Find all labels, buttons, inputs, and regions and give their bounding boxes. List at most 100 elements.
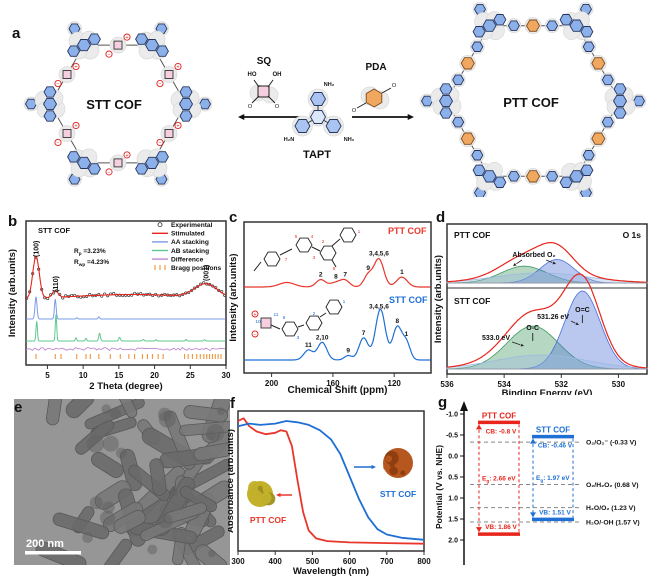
legend-label: AA stacking xyxy=(171,239,209,246)
nmr-peak-label: 9 xyxy=(366,265,370,272)
y-axis-title: Intensity (arb.units) xyxy=(434,255,444,343)
arrow-line xyxy=(511,341,521,346)
hexagon-ring xyxy=(580,164,594,176)
minus-charge: − xyxy=(57,82,60,88)
hexagon-ring xyxy=(452,116,465,128)
hexagon-ring xyxy=(305,315,323,331)
plot-frame xyxy=(237,410,425,552)
arrow-head xyxy=(276,492,281,498)
pda-label: PDA xyxy=(365,62,386,73)
xrd-chart-svg: 5 10 15 20 25 30 2 Theta (degree) Intensity (ar… xyxy=(7,220,231,392)
h2n-label: H₂N xyxy=(284,137,294,143)
hexagon-ring xyxy=(472,26,486,38)
hexagon-ring xyxy=(439,107,453,119)
atom-number: 6 xyxy=(283,315,286,321)
absorbance-curve-ptt xyxy=(237,417,425,545)
plus-charge: + xyxy=(176,123,179,129)
stt-cof-label: STT COF xyxy=(389,295,428,305)
tem-texture xyxy=(109,408,121,420)
ptt-powder-photo xyxy=(247,481,276,507)
hexagon-ring xyxy=(309,92,327,106)
ptt-cof-label: PTT COF xyxy=(388,226,427,236)
o1s-label: O 1s xyxy=(623,230,642,240)
energy-diagram-svg: -1.0 -0.5 0.0 0.5 1.0 1.5 2.0 Potential (V vs. … xyxy=(434,401,640,565)
o-label: O xyxy=(248,104,253,110)
atom-number: 1 xyxy=(358,229,361,235)
nmr-peak-label: 11 xyxy=(305,342,312,349)
x-tick-label: 534 xyxy=(497,380,511,389)
x-tick-label: 300 xyxy=(231,557,245,566)
tem-image-svg: 200 nm xyxy=(14,399,230,565)
x-axis-title: Binding Energy (eV) xyxy=(502,388,593,395)
hexagon-ring xyxy=(612,94,628,108)
tem-rod xyxy=(65,399,95,419)
tem-texture xyxy=(99,510,116,526)
tapt-molecule: NH₂ H₂N NH₂ TAPT xyxy=(284,82,355,161)
plus-charge: + xyxy=(254,312,257,318)
x-tick-label: 500 xyxy=(306,557,320,566)
y-tick-label: 2.0 xyxy=(448,538,458,545)
tem-texture xyxy=(89,496,103,510)
legend-label: Stimulated xyxy=(171,231,205,238)
atom-number: 11 xyxy=(274,312,279,318)
hexagon-ring xyxy=(525,170,541,183)
nmr-peak-label: 1 xyxy=(400,269,404,276)
panel-label-a: a xyxy=(12,25,21,42)
tem-rod xyxy=(149,458,167,496)
nmr-peak-label: 3,4,5,6 xyxy=(369,251,389,258)
x-tick-label: 10 xyxy=(79,371,88,380)
atom-number: 7 xyxy=(285,257,288,263)
legend-label: Experimental xyxy=(171,222,213,229)
ptt-cof-label: PTT COF xyxy=(250,515,286,525)
redox-reference-label: H₂O/·OH (1.57 V) xyxy=(586,519,640,526)
hexagon-ring xyxy=(339,227,357,243)
hkl-label: (001) xyxy=(204,265,211,281)
hexagon-ring xyxy=(420,95,434,107)
tem-texture xyxy=(102,435,119,452)
hexagon-ring xyxy=(144,156,160,169)
cb-value-label: CB: -0.8 V xyxy=(486,428,517,435)
y-axis-title: Intensity (arb.units) xyxy=(7,249,18,337)
hexagon-ring xyxy=(155,45,169,57)
atom-number: 4 xyxy=(311,234,314,240)
hexagon-ring xyxy=(319,245,337,261)
absorbance-curve-stt xyxy=(237,420,425,541)
down-arrow xyxy=(530,512,536,518)
nh2-label: NH₂ xyxy=(344,137,355,143)
tem-rod xyxy=(52,512,110,540)
tem-texture xyxy=(157,513,173,529)
nmr-peak-label: 3,4,5,6 xyxy=(369,304,389,311)
hexagon-ring xyxy=(507,171,520,182)
green-peak-ev-label: 533.0 eV xyxy=(482,335,510,342)
hexagon-ring xyxy=(87,163,101,175)
hexagon-ring xyxy=(43,86,57,98)
nmr-peak-label: 1 xyxy=(405,331,409,338)
hexagon-ring xyxy=(438,94,454,108)
atom-number: 2 xyxy=(313,311,316,317)
plus-charge: + xyxy=(74,123,77,129)
panel-f-uvvis: 300 400 500 600 700 800 Wavelength (nm) Absorba… xyxy=(228,395,438,579)
hexagon-ring xyxy=(295,237,313,253)
nmr-peak-label: 2,10 xyxy=(316,334,329,341)
hexagon-ring xyxy=(580,26,594,38)
tem-texture xyxy=(208,549,216,558)
stt-cof-label: STT COF xyxy=(86,97,142,112)
x-tick-label: 600 xyxy=(343,557,357,566)
rp-factor: Rp =3.23% xyxy=(74,248,106,256)
tapt-label: TAPT xyxy=(303,149,331,161)
rwp-factor: Rwp =4.23% xyxy=(74,259,109,267)
nmr-peak-label: 8 xyxy=(334,274,338,281)
tem-texture xyxy=(101,404,112,414)
oc-double-bond-label: O=C xyxy=(575,307,590,314)
vb-value-label: VB: 1.86 V xyxy=(485,524,517,531)
hexagon-ring xyxy=(582,150,595,161)
nmr-curve-stt xyxy=(244,308,431,361)
axis-arrow-head xyxy=(460,401,468,411)
hexagon-ring xyxy=(559,176,573,188)
absorbed-o2-label: Absorbed O₂ xyxy=(512,252,555,259)
tem-nanorods xyxy=(35,399,230,565)
hexagon-ring xyxy=(601,74,614,86)
hexagon-ring xyxy=(482,170,497,183)
